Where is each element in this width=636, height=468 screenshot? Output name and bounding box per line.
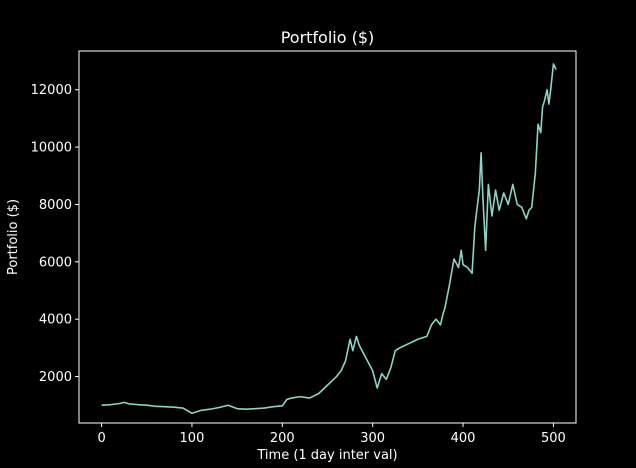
chart-title: Portfolio ($)	[281, 28, 375, 47]
y-tick-label: 2000	[39, 370, 72, 385]
y-tick-label: 12000	[31, 83, 72, 98]
y-tick-label: 8000	[39, 198, 72, 213]
x-tick-label: 300	[360, 431, 385, 446]
x-tick-label: 200	[270, 431, 295, 446]
plot-frame	[78, 50, 577, 424]
y-axis-title: Portfolio ($)	[6, 199, 21, 275]
x-axis-title: Time (1 day inter val)	[256, 448, 397, 463]
x-tick-label: 100	[180, 431, 205, 446]
x-tick-label: 0	[97, 431, 105, 446]
x-axis-ticks: 0 100 200 300 400 500	[97, 423, 566, 446]
y-tick-label: 10000	[31, 141, 72, 156]
x-tick-label: 500	[541, 431, 566, 446]
y-axis-ticks: 2000 4000 6000 8000 10000 12000	[31, 83, 79, 385]
x-tick-label: 400	[451, 431, 476, 446]
series-line-0	[101, 63, 557, 415]
y-tick-label: 6000	[39, 255, 72, 270]
plot-layer	[101, 63, 557, 415]
y-tick-label: 4000	[39, 313, 72, 328]
